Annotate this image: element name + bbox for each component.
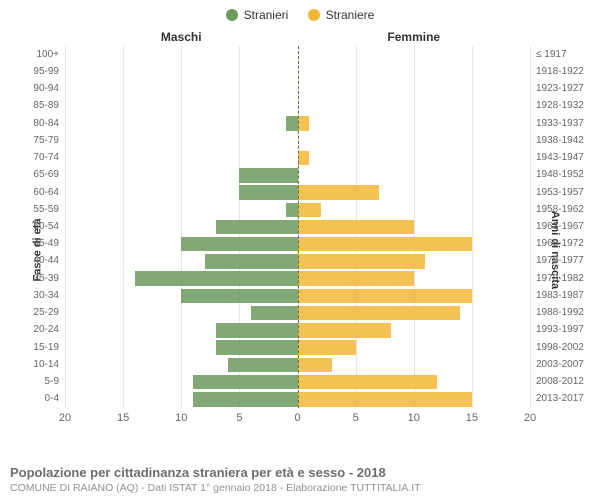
gridline bbox=[530, 46, 531, 408]
bar-female bbox=[298, 358, 333, 372]
age-label: 50-54 bbox=[0, 221, 59, 232]
bar-male bbox=[228, 358, 298, 372]
bar-female bbox=[298, 306, 461, 320]
bar-female bbox=[298, 116, 310, 130]
birth-year-label: 1918-1922 bbox=[536, 66, 584, 77]
x-axis-labels: 201510505101520 bbox=[65, 412, 530, 430]
age-label: 75-79 bbox=[0, 135, 59, 146]
birth-year-label: 1963-1967 bbox=[536, 221, 584, 232]
birth-year-label: 1923-1927 bbox=[536, 83, 584, 94]
x-tick-label: 15 bbox=[466, 412, 478, 424]
legend-item-male: Stranieri bbox=[226, 8, 289, 22]
birth-year-label: 1993-1997 bbox=[536, 324, 584, 335]
age-label: 60-64 bbox=[0, 187, 59, 198]
bar-female bbox=[298, 185, 379, 199]
birth-year-label: 1958-1962 bbox=[536, 204, 584, 215]
age-label: 95-99 bbox=[0, 66, 59, 77]
bar-male bbox=[181, 237, 297, 251]
x-tick-label: 0 bbox=[294, 412, 300, 424]
birth-year-label: 2008-2012 bbox=[536, 376, 584, 387]
header-male: Maschi bbox=[161, 30, 202, 44]
age-label: 10-14 bbox=[0, 359, 59, 370]
bar-female bbox=[298, 289, 472, 303]
birth-year-label: 1948-1952 bbox=[536, 169, 584, 180]
chart-footer: Popolazione per cittadinanza straniera p… bbox=[10, 465, 590, 494]
birth-year-label: 1953-1957 bbox=[536, 187, 584, 198]
chart-subtitle: COMUNE DI RAIANO (AQ) - Dati ISTAT 1° ge… bbox=[10, 482, 590, 494]
bar-male bbox=[135, 271, 298, 285]
birth-year-label: 1943-1947 bbox=[536, 152, 584, 163]
birth-year-label: 1978-1982 bbox=[536, 273, 584, 284]
birth-year-label: ≤ 1917 bbox=[536, 49, 567, 60]
age-label: 85-89 bbox=[0, 100, 59, 111]
bar-male bbox=[193, 375, 298, 389]
bar-male bbox=[193, 392, 298, 406]
bar-male bbox=[216, 340, 297, 354]
bar-female bbox=[298, 220, 414, 234]
age-label: 0-4 bbox=[0, 393, 59, 404]
x-tick-label: 20 bbox=[59, 412, 71, 424]
birth-year-label: 1983-1987 bbox=[536, 290, 584, 301]
legend: Stranieri Straniere bbox=[0, 0, 600, 24]
bar-female bbox=[298, 254, 426, 268]
population-pyramid-chart: Stranieri Straniere Fasce di età Anni di… bbox=[0, 0, 600, 500]
plot-area: Maschi Femmine 201510505101520 bbox=[65, 30, 530, 430]
bar-male bbox=[216, 220, 297, 234]
bar-male bbox=[286, 116, 298, 130]
bar-female bbox=[298, 151, 310, 165]
legend-item-female: Straniere bbox=[308, 8, 375, 22]
age-label: 100+ bbox=[0, 49, 59, 60]
birth-year-label: 1938-1942 bbox=[536, 135, 584, 146]
age-label: 25-29 bbox=[0, 307, 59, 318]
legend-label-male: Stranieri bbox=[244, 8, 289, 22]
male-swatch-icon bbox=[226, 9, 238, 21]
chart-title: Popolazione per cittadinanza straniera p… bbox=[10, 465, 590, 480]
birth-year-label: 1988-1992 bbox=[536, 307, 584, 318]
age-label: 80-84 bbox=[0, 118, 59, 129]
birth-year-label: 1973-1977 bbox=[536, 255, 584, 266]
bar-female bbox=[298, 340, 356, 354]
age-label: 35-39 bbox=[0, 273, 59, 284]
bar-female bbox=[298, 203, 321, 217]
x-tick-label: 10 bbox=[408, 412, 420, 424]
age-label: 45-49 bbox=[0, 238, 59, 249]
bar-male bbox=[239, 168, 297, 182]
female-swatch-icon bbox=[308, 9, 320, 21]
header-female: Femmine bbox=[387, 30, 440, 44]
bar-male bbox=[205, 254, 298, 268]
age-label: 40-44 bbox=[0, 255, 59, 266]
x-tick-label: 15 bbox=[117, 412, 129, 424]
x-tick-label: 20 bbox=[524, 412, 536, 424]
center-divider bbox=[298, 46, 299, 408]
x-tick-label: 10 bbox=[175, 412, 187, 424]
birth-year-label: 2013-2017 bbox=[536, 393, 584, 404]
age-label: 65-69 bbox=[0, 169, 59, 180]
birth-year-label: 1998-2002 bbox=[536, 342, 584, 353]
x-tick-label: 5 bbox=[353, 412, 359, 424]
age-label: 55-59 bbox=[0, 204, 59, 215]
bar-male bbox=[239, 185, 297, 199]
birth-year-label: 2003-2007 bbox=[536, 359, 584, 370]
bar-female bbox=[298, 375, 438, 389]
birth-year-label: 1933-1937 bbox=[536, 118, 584, 129]
legend-label-female: Straniere bbox=[326, 8, 375, 22]
age-label: 30-34 bbox=[0, 290, 59, 301]
age-label: 5-9 bbox=[0, 376, 59, 387]
age-label: 90-94 bbox=[0, 83, 59, 94]
age-label: 70-74 bbox=[0, 152, 59, 163]
birth-year-label: 1928-1932 bbox=[536, 100, 584, 111]
bar-male bbox=[181, 289, 297, 303]
age-label: 20-24 bbox=[0, 324, 59, 335]
bar-female bbox=[298, 323, 391, 337]
bar-male bbox=[216, 323, 297, 337]
x-tick-label: 5 bbox=[236, 412, 242, 424]
bar-female bbox=[298, 392, 472, 406]
bar-female bbox=[298, 271, 414, 285]
birth-year-label: 1968-1972 bbox=[536, 238, 584, 249]
bar-male bbox=[286, 203, 298, 217]
bar-female bbox=[298, 237, 472, 251]
bar-male bbox=[251, 306, 298, 320]
age-label: 15-19 bbox=[0, 342, 59, 353]
